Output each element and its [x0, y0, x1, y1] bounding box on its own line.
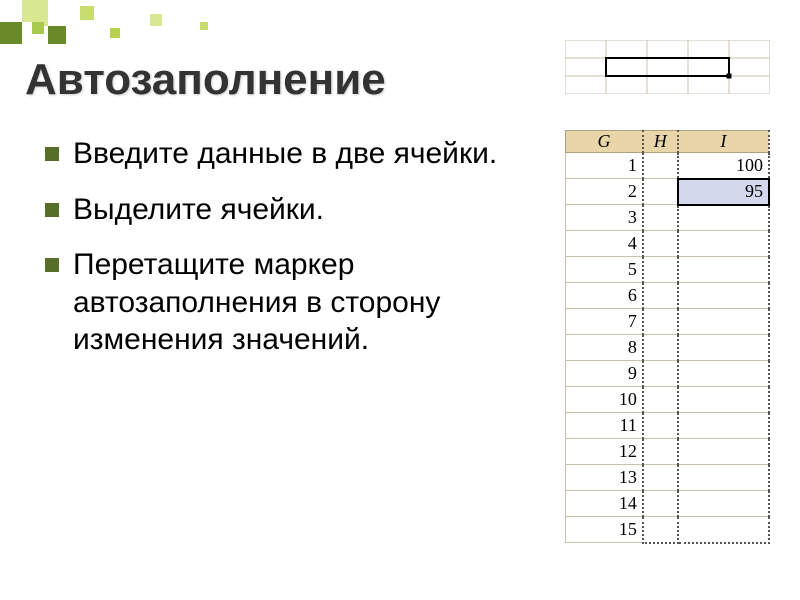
deco-square: [48, 8, 66, 26]
bullet-square-icon: [45, 258, 59, 272]
cell: [678, 257, 769, 283]
table-row: 10: [566, 387, 770, 413]
deco-square: [48, 26, 66, 44]
cell: [678, 465, 769, 491]
cell: [643, 413, 678, 439]
column-header: G: [566, 131, 643, 153]
cell: [678, 205, 769, 231]
diagram-svg: [565, 40, 770, 94]
cell: [678, 283, 769, 309]
cell: [643, 491, 678, 517]
row-number-cell: 12: [566, 439, 643, 465]
table-row: 4: [566, 231, 770, 257]
cell: [643, 309, 678, 335]
bullet-item: Перетащите маркер автозаполнения в сторо…: [45, 246, 525, 359]
deco-square: [22, 22, 32, 32]
table-row: 7: [566, 309, 770, 335]
autofill-diagram: [565, 40, 770, 95]
bullet-square-icon: [45, 147, 59, 161]
cell: 95: [678, 179, 769, 205]
cell: [643, 231, 678, 257]
table-row: 13: [566, 465, 770, 491]
cell: [643, 361, 678, 387]
table-row: 9: [566, 361, 770, 387]
column-header: I: [678, 131, 769, 153]
row-number-cell: 5: [566, 257, 643, 283]
corner-decoration: [0, 0, 260, 60]
bullet-text: Перетащите маркер автозаполнения в сторо…: [73, 246, 525, 359]
column-header: H: [643, 131, 678, 153]
bullet-text: Выделите ячейки.: [73, 191, 324, 229]
cell: [643, 283, 678, 309]
fill-handle-icon: [727, 74, 732, 79]
row-number-cell: 7: [566, 309, 643, 335]
table-row: 2 95: [566, 179, 770, 205]
deco-square: [80, 6, 94, 20]
cell: [643, 517, 678, 543]
spreadsheet-sample: GHI 1 100 2 95 3456789101112131415: [565, 130, 770, 544]
deco-square: [110, 28, 120, 38]
table-row: 5: [566, 257, 770, 283]
table-row: 8: [566, 335, 770, 361]
cell: [643, 387, 678, 413]
row-number-cell: 14: [566, 491, 643, 517]
row-number-cell: 8: [566, 335, 643, 361]
cell: [678, 439, 769, 465]
row-number-cell: 13: [566, 465, 643, 491]
bullet-text: Введите данные в две ячейки.: [73, 135, 497, 173]
cell: [643, 439, 678, 465]
cell: [678, 491, 769, 517]
row-number-cell: 11: [566, 413, 643, 439]
row-number-cell: 4: [566, 231, 643, 257]
cell: [678, 517, 769, 543]
row-number-cell: 6: [566, 283, 643, 309]
cell: [678, 361, 769, 387]
row-number-cell: 1: [566, 153, 643, 179]
cell: [678, 309, 769, 335]
deco-square: [0, 22, 22, 44]
cell: [678, 387, 769, 413]
cell: [643, 335, 678, 361]
cell: [643, 179, 678, 205]
cell: [643, 465, 678, 491]
deco-square: [200, 22, 208, 30]
deco-square: [32, 22, 44, 34]
bullet-list: Введите данные в две ячейки. Выделите яче…: [45, 135, 525, 377]
table-row: 14: [566, 491, 770, 517]
bullet-item: Выделите ячейки.: [45, 191, 525, 229]
row-number-cell: 10: [566, 387, 643, 413]
bullet-square-icon: [45, 203, 59, 217]
table-row: 3: [566, 205, 770, 231]
cell: [643, 257, 678, 283]
table-row: 6: [566, 283, 770, 309]
cell: [643, 153, 678, 179]
table-row: 1 100: [566, 153, 770, 179]
row-number-cell: 3: [566, 205, 643, 231]
bullet-item: Введите данные в две ячейки.: [45, 135, 525, 173]
cell: [678, 413, 769, 439]
cell: [678, 335, 769, 361]
table-row: 12: [566, 439, 770, 465]
table-row: 11: [566, 413, 770, 439]
slide-title: Автозаполнение: [25, 55, 386, 105]
cell: 100: [678, 153, 769, 179]
selection-rect: [606, 58, 729, 76]
cell: [643, 205, 678, 231]
table-row: 15: [566, 517, 770, 543]
row-number-cell: 15: [566, 517, 643, 543]
row-number-cell: 2: [566, 179, 643, 205]
cell: [678, 231, 769, 257]
row-number-cell: 9: [566, 361, 643, 387]
deco-square: [150, 14, 162, 26]
